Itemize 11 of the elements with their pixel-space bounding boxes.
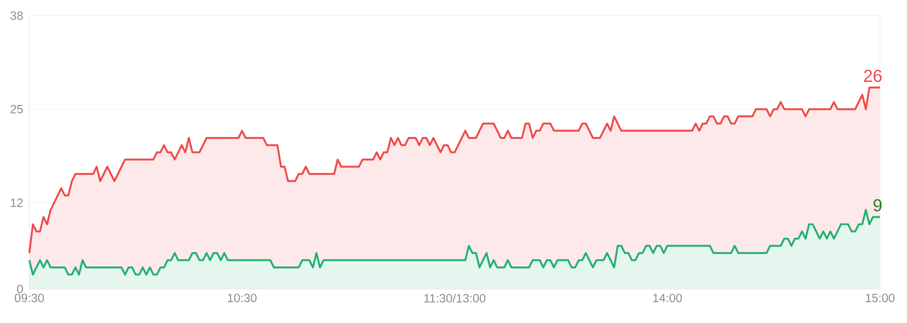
x-tick-label: 11:30/13:00 [424,294,486,303]
y-tick-label: 38 [10,11,23,20]
y-tick-label: 12 [10,198,23,207]
annotation: 26 [864,70,882,82]
annotation: 9 [874,199,882,212]
x-tick-label: 14:00 [653,294,682,302]
x-tick-label: 15:00 [866,294,895,302]
y-tick-label: 0 [17,284,23,294]
x-tick-label: 10:30 [228,294,257,302]
x-tick-label: 09:30 [14,294,44,302]
y-tick-label: 25 [10,104,23,114]
